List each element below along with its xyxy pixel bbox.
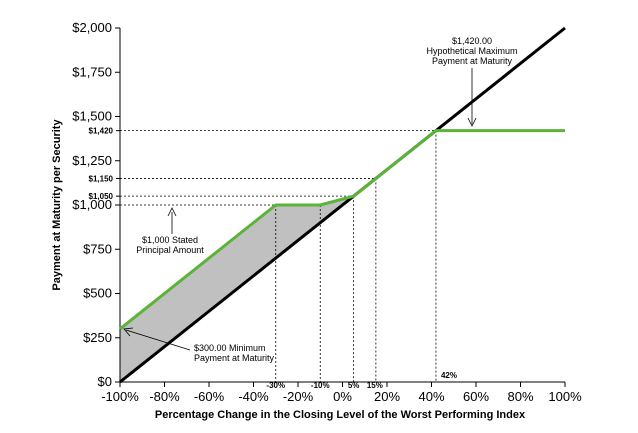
x-tick-label: 60% — [463, 389, 489, 404]
y-special-tick-label: $1,050 — [89, 192, 114, 201]
annotation-max-arrowhead — [467, 117, 477, 127]
x-special-tick-label: 15% — [367, 381, 383, 390]
annotation-min-line: Payment at Maturity — [194, 353, 275, 363]
y-special-tick-label: $1,420 — [89, 127, 114, 136]
series-group — [119, 26, 566, 384]
x-tick-label: 40% — [418, 389, 444, 404]
x-tick-label: 20% — [374, 389, 400, 404]
x-tick-label: -40% — [238, 389, 269, 404]
y-tick-label: $1,000 — [72, 197, 112, 212]
x-special-tick-label: -30% — [266, 381, 285, 390]
x-axis-title: Percentage Change in the Closing Level o… — [155, 409, 526, 421]
annotation-min-line: $300.00 Minimum — [194, 343, 266, 353]
x-tick-label: -80% — [149, 389, 180, 404]
diagonal-series-line — [119, 26, 566, 384]
x-tick-label: -100% — [101, 389, 139, 404]
guide-lines-group — [120, 130, 437, 382]
x-special-tick-label: -10% — [311, 381, 330, 390]
y-axis-title: Payment at Maturity per Security — [51, 119, 63, 291]
x-tick-label: -20% — [283, 389, 314, 404]
y-tick-label: $1,250 — [72, 153, 112, 168]
x-tick-label: 0% — [333, 389, 352, 404]
annotation-principal-line: Principal Amount — [136, 245, 204, 255]
annotation-min-arrow — [125, 329, 191, 351]
y-tick-label: $250 — [83, 330, 112, 345]
x-tick-label: -60% — [194, 389, 225, 404]
payoff-series-line — [119, 129, 565, 331]
annotation-max-line: $1,420.00 — [452, 36, 492, 46]
y-tick-label: $0 — [98, 374, 112, 389]
annotation-principal-line: $1,000 Stated — [142, 235, 198, 245]
axes-group — [115, 27, 566, 387]
y-special-tick-label: $1,150 — [89, 174, 114, 183]
annotation-principal-arrowhead — [167, 207, 177, 217]
annotation-max-line: Hypothetical Maximum — [426, 46, 517, 56]
y-tick-label: $750 — [83, 241, 112, 256]
x-special-tick-label: 5% — [348, 381, 360, 390]
x-special-tick-label: 42% — [441, 371, 457, 380]
x-tick-label: 80% — [507, 389, 533, 404]
y-tick-label: $1,500 — [72, 109, 112, 124]
annotation-max-line: Payment at Maturity — [432, 56, 513, 66]
tick-labels-group: $0 $250 $500 $750 $1,000 $1,250 $1,500 $1,750 $2… — [72, 20, 582, 404]
x-tick-label: 100% — [548, 389, 582, 404]
y-tick-label: $1,750 — [72, 64, 112, 79]
y-tick-label: $500 — [83, 286, 112, 301]
annotation-min-arrowhead — [123, 327, 134, 337]
y-tick-label: $2,000 — [72, 20, 112, 35]
